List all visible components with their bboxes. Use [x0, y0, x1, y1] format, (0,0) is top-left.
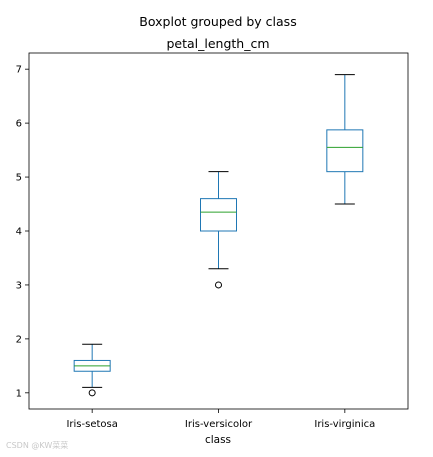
- watermark: CSDN @KW菜菜: [6, 441, 69, 450]
- outlier-point: [88, 389, 96, 397]
- y-tick-label: 5: [16, 173, 22, 184]
- y-tick-label: 3: [16, 280, 22, 291]
- box: [326, 129, 364, 173]
- y-tick-label: 1: [16, 388, 22, 399]
- y-tick-label: 2: [16, 334, 22, 345]
- box: [200, 198, 237, 232]
- y-tick-label: 6: [16, 119, 22, 130]
- x-tick-label: Iris-setosa: [66, 419, 117, 430]
- chart-title: petal_length_cm: [166, 36, 269, 51]
- x-axis-label: class: [205, 434, 231, 446]
- outlier-point: [215, 281, 222, 289]
- chart-suptitle: Boxplot grouped by class: [139, 14, 296, 29]
- x-tick-label: Iris-virginica: [314, 419, 375, 430]
- x-tick-label: Iris-versicolor: [185, 419, 253, 430]
- y-tick-label: 7: [16, 65, 22, 76]
- plot-area: 1 2 3 4 5 6 7 Iris-setosa Iris-versicolor Iris-vi…: [16, 52, 409, 430]
- y-tick-label: 4: [16, 227, 22, 238]
